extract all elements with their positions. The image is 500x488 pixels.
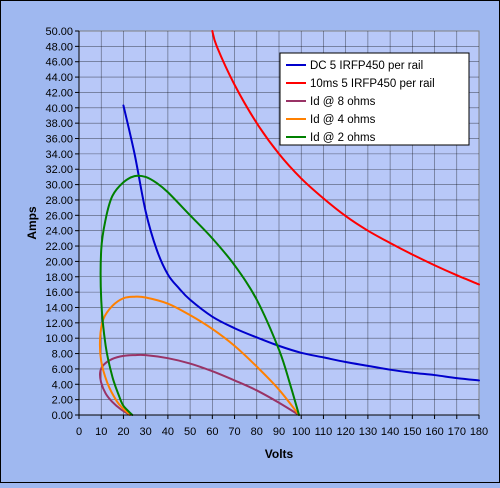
x-tick-label: 20 [117, 426, 129, 438]
x-tick-label: 100 [292, 426, 310, 438]
y-tick-label: 8.00 [52, 349, 73, 361]
x-axis-label: Volts [265, 447, 294, 461]
y-tick-label: 46.00 [45, 57, 73, 69]
y-tick-label: 10.00 [45, 333, 73, 345]
y-tick-label: 0.00 [52, 410, 73, 422]
y-tick-label: 44.00 [45, 72, 73, 84]
y-tick-label: 2.00 [52, 395, 73, 407]
series-line-10ms-5-irfp450-per-rail [211, 30, 480, 286]
legend-label: Id @ 8 ohms [310, 96, 376, 108]
y-tick-label: 16.00 [45, 287, 73, 299]
x-tick-label: 90 [273, 426, 285, 438]
y-tick-label: 34.00 [45, 149, 73, 161]
legend-label: Id @ 4 ohms [310, 114, 376, 126]
x-tick-label: 140 [381, 426, 399, 438]
y-tick-label: 42.00 [45, 87, 73, 99]
x-tick-label: 80 [251, 426, 263, 438]
y-tick-label: 20.00 [45, 256, 73, 268]
x-tick-label: 70 [228, 426, 240, 438]
y-tick-label: 24.00 [45, 226, 73, 238]
y-tick-label: 4.00 [52, 379, 73, 391]
legend-label: 10ms 5 IRFP450 per rail [310, 78, 435, 90]
y-tick-label: 12.00 [45, 318, 73, 330]
x-tick-label: 110 [315, 426, 333, 438]
x-tick-label: 40 [162, 426, 174, 438]
x-tick-label: 60 [206, 426, 218, 438]
legend: DC 5 IRFP450 per rail 10ms 5 IRFP450 per … [279, 52, 470, 146]
y-tick-label: 14.00 [45, 302, 73, 314]
series-line-dc-5-irfp450-per-rail [122, 104, 480, 382]
y-tick-label: 48.00 [45, 41, 73, 53]
x-tick-label: 150 [403, 426, 421, 438]
series-line-id-2-ohms [99, 174, 300, 416]
y-tick-label: 38.00 [45, 118, 73, 130]
y-tick-label: 32.00 [45, 164, 73, 176]
y-tick-label: 28.00 [45, 195, 73, 207]
legend-box [279, 52, 470, 146]
x-tick-label: 160 [425, 426, 443, 438]
legend-label: Id @ 2 ohms [310, 132, 376, 144]
x-tick-label: 30 [140, 426, 152, 438]
y-tick-label: 22.00 [45, 241, 73, 253]
y-tick-label: 18.00 [45, 272, 73, 284]
y-tick-label: 40.00 [45, 103, 73, 115]
x-tick-label: 10 [95, 426, 107, 438]
series-group [98, 30, 480, 416]
y-tick-label: 50.00 [45, 26, 73, 38]
x-tick-label: 180 [470, 426, 488, 438]
x-tick-label: 50 [184, 426, 196, 438]
x-tick-label: 130 [359, 426, 377, 438]
y-tick-label: 6.00 [52, 364, 73, 376]
y-tick-label: 30.00 [45, 180, 73, 192]
axes [75, 30, 480, 419]
y-axis-label: Amps [25, 206, 39, 240]
x-tick-label: 120 [336, 426, 354, 438]
series-line-id-4-ohms [98, 295, 300, 416]
x-tick-label: 170 [448, 426, 466, 438]
tick-labels: 0 10 20 30 40 50 60 70 80 90 100 110 120 130 140 150 160… [45, 26, 488, 438]
x-tick-label: 0 [76, 426, 82, 438]
y-tick-label: 26.00 [45, 210, 73, 222]
series-line-id-8-ohms [98, 353, 300, 416]
y-tick-label: 36.00 [45, 134, 73, 146]
legend-label: DC 5 IRFP450 per rail [310, 60, 423, 72]
